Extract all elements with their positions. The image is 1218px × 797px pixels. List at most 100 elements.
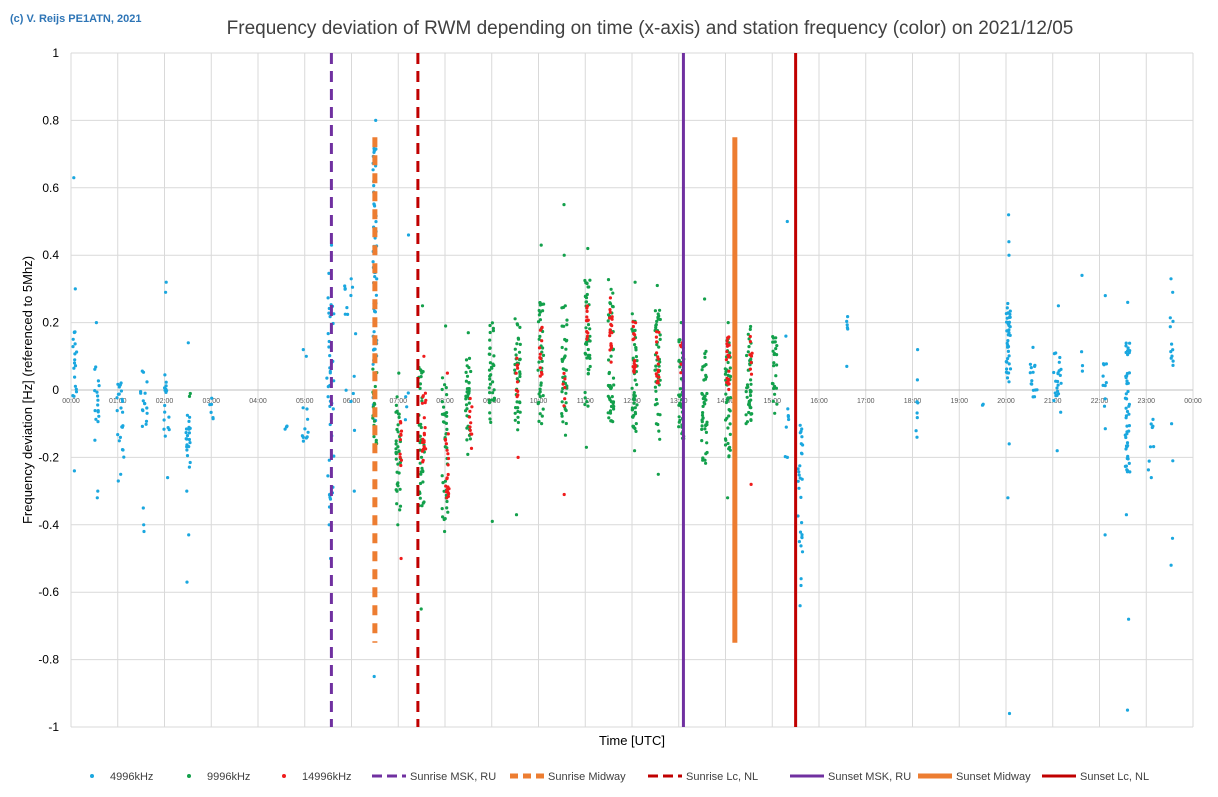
data-point (394, 447, 398, 451)
data-point (1057, 369, 1061, 373)
data-point (396, 423, 400, 427)
legend: 4996kHz 9996kHz 14996kHz Sunrise MSK, RU Sun… (90, 771, 1149, 783)
data-point (423, 401, 427, 405)
data-point (373, 204, 377, 208)
x-axis-label: Time [UTC] (599, 733, 665, 748)
data-point (440, 474, 444, 478)
data-point (538, 387, 542, 391)
data-point (630, 312, 634, 316)
data-point (655, 340, 659, 344)
data-point (140, 369, 144, 373)
data-point (1059, 381, 1063, 385)
data-point (166, 476, 170, 480)
data-point (118, 435, 122, 439)
data-point (444, 484, 448, 488)
data-point (749, 372, 754, 376)
data-point (655, 343, 659, 347)
data-point (608, 384, 612, 388)
data-point (1103, 533, 1107, 537)
data-point (421, 395, 425, 399)
data-point (406, 391, 410, 395)
data-point (786, 407, 790, 411)
data-point (700, 424, 704, 428)
data-point (564, 368, 568, 372)
data-point (561, 367, 565, 371)
data-point (1055, 393, 1059, 398)
data-point (654, 335, 659, 339)
data-point (95, 390, 99, 394)
data-point (655, 402, 659, 406)
data-point (749, 398, 753, 402)
data-point (116, 392, 120, 396)
data-point (657, 314, 661, 318)
data-point (678, 387, 683, 391)
data-point (395, 395, 399, 399)
data-point (538, 352, 542, 356)
data-point (1125, 470, 1129, 474)
data-point (774, 374, 778, 378)
data-point (184, 431, 188, 435)
data-point (724, 358, 729, 362)
data-point (723, 443, 728, 447)
data-point (677, 425, 681, 429)
data-point (749, 482, 753, 486)
x-tick-label: 08:00 (436, 398, 454, 405)
data-point (1054, 379, 1058, 383)
data-point (325, 376, 329, 380)
data-point (139, 391, 143, 395)
data-point (656, 472, 660, 476)
data-point (444, 324, 448, 328)
data-point (122, 455, 126, 459)
data-point (514, 371, 518, 375)
data-point (421, 469, 425, 473)
data-point (563, 337, 567, 342)
data-point (560, 359, 565, 363)
data-point (445, 499, 449, 504)
data-point (565, 323, 569, 327)
data-point (538, 301, 542, 305)
data-point (209, 410, 213, 414)
data-point (658, 333, 662, 337)
data-point (1125, 409, 1130, 414)
data-point (445, 477, 449, 481)
data-point (749, 354, 754, 358)
data-point (654, 422, 659, 426)
data-point (469, 446, 474, 450)
data-point (372, 330, 376, 334)
data-point (656, 362, 660, 366)
data-point (584, 326, 588, 330)
data-point (745, 395, 749, 399)
data-point (1124, 376, 1128, 380)
data-point (703, 397, 707, 401)
legend-marker (282, 774, 286, 778)
data-point (772, 386, 776, 391)
data-point (142, 529, 146, 534)
data-point (796, 514, 800, 518)
data-point (563, 433, 568, 437)
data-point (515, 380, 520, 384)
data-point (349, 277, 353, 281)
data-point (491, 326, 495, 330)
data-point (538, 395, 542, 399)
data-point (1029, 382, 1033, 386)
data-point (75, 350, 79, 354)
data-point (74, 387, 78, 391)
data-point (1125, 382, 1129, 386)
data-point (727, 454, 731, 458)
data-point (163, 373, 167, 377)
data-point (586, 331, 590, 335)
data-point (162, 418, 166, 422)
data-point (588, 353, 592, 357)
data-point (516, 415, 520, 419)
data-point (609, 287, 613, 291)
data-point (327, 271, 331, 275)
data-point (164, 390, 168, 394)
data-point (445, 448, 449, 452)
data-point (1128, 341, 1132, 345)
data-point (514, 513, 519, 517)
data-point (394, 439, 398, 443)
data-point (470, 432, 474, 436)
data-point (633, 343, 637, 347)
data-point (394, 450, 398, 455)
data-point (724, 392, 728, 396)
